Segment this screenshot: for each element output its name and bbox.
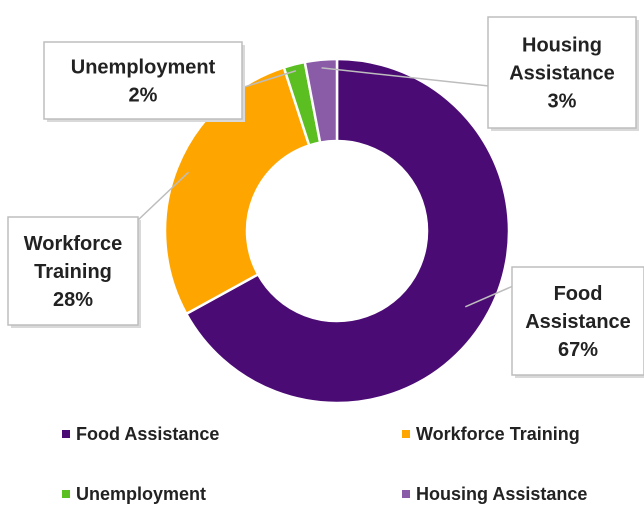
legend-swatch-housing-assistance — [402, 490, 410, 498]
legend-label-food-assistance: Food Assistance — [76, 424, 219, 444]
slice-housing-assistance — [303, 57, 339, 145]
leader-line-workforce-training — [136, 171, 190, 222]
callout-box-unemployment — [43, 41, 243, 120]
callout-label-workforce-training: Training — [34, 261, 112, 283]
leader-line-food-assistance — [464, 285, 514, 308]
callout-percent-housing-assistance: 3% — [548, 91, 577, 113]
slice-food-assistance — [184, 57, 511, 405]
callout-label-food-assistance: Assistance — [525, 311, 631, 333]
callout-percent-food-assistance: 67% — [558, 339, 598, 361]
legend-label-housing-assistance: Housing Assistance — [416, 484, 587, 504]
callout-box-workforce-training — [7, 216, 139, 326]
data-callouts: Food Assistance 67% Workforce Training 28% Une… — [7, 16, 644, 378]
chart-legend: Food Assistance Workforce Training Unemplo… — [62, 424, 587, 504]
donut-slices — [163, 57, 511, 405]
leader-line-housing-assistance — [321, 67, 490, 87]
legend-label-workforce-training: Workforce Training — [416, 424, 580, 444]
callout-label-food-assistance: Food — [554, 283, 603, 305]
callout-label-workforce-training: Workforce — [24, 233, 123, 255]
callout-box-food-assistance — [511, 266, 644, 376]
callout-percent-workforce-training: 28% — [53, 289, 93, 311]
legend-swatch-food-assistance — [62, 430, 70, 438]
legend-swatch-unemployment — [62, 490, 70, 498]
leader-lines — [136, 67, 514, 308]
callout-box-housing-assistance — [487, 16, 637, 129]
callout-label-housing-assistance: Assistance — [509, 63, 615, 85]
slice-workforce-training — [163, 65, 311, 316]
legend-swatch-workforce-training — [402, 430, 410, 438]
leader-line-unemployment — [240, 70, 297, 89]
callout-label-housing-assistance: Housing — [522, 35, 602, 57]
legend-label-unemployment: Unemployment — [76, 484, 206, 504]
callout-percent-unemployment: 2% — [129, 85, 158, 107]
callout-label-unemployment: Unemployment — [71, 57, 216, 79]
